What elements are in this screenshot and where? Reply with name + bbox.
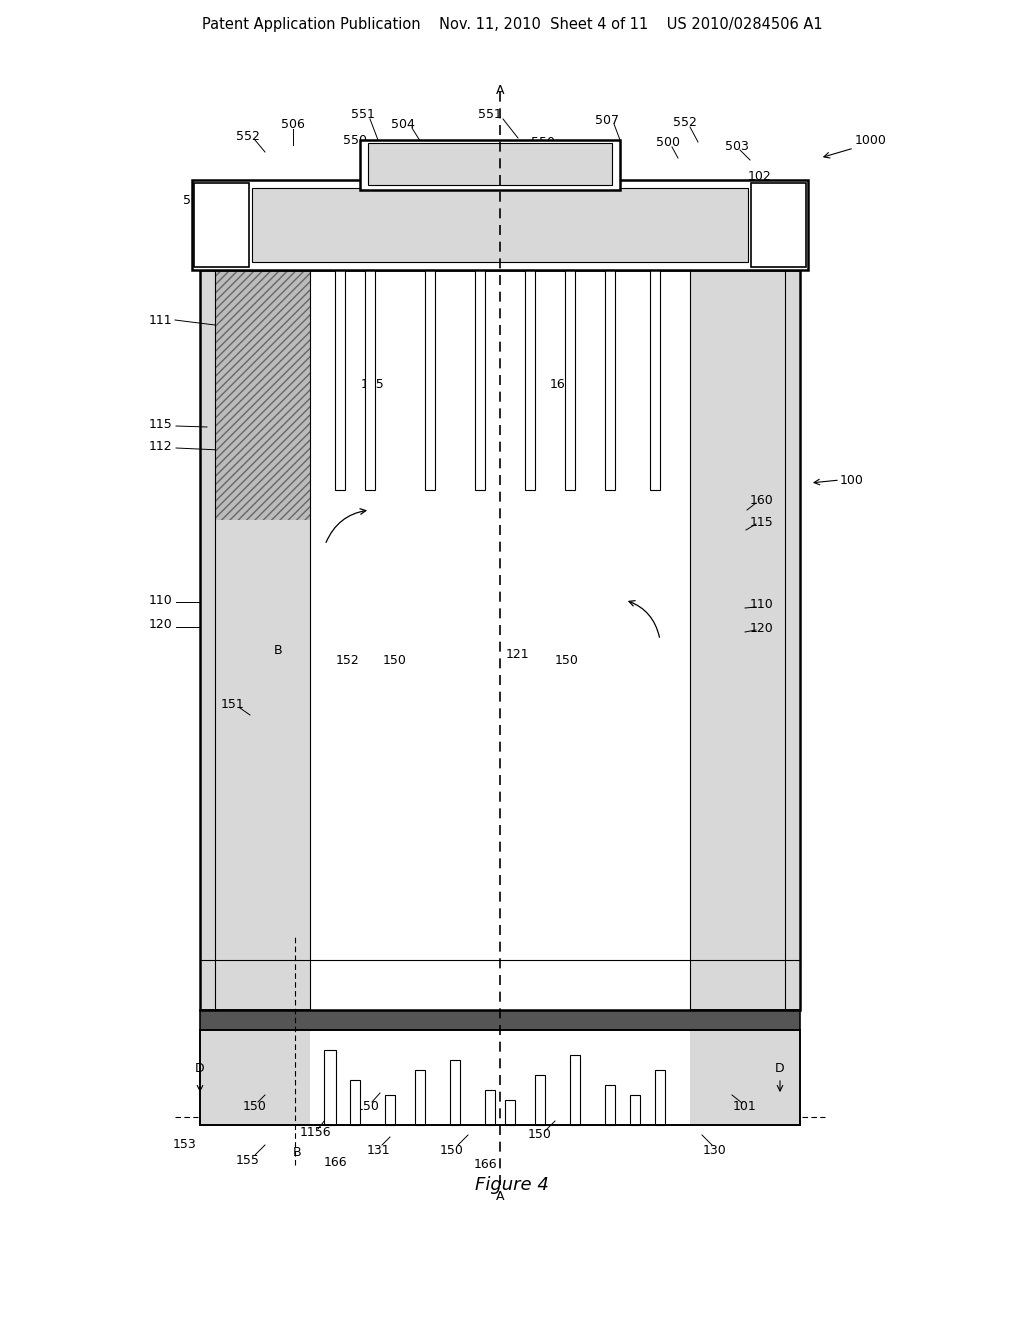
Text: 151: 151 [221,698,245,711]
Text: A: A [496,83,504,96]
Text: 150: 150 [555,653,579,667]
Bar [690,271,800,1010]
Bar [450,1060,460,1125]
Text: Patent Application Publication    Nov. 11, 2010  Sheet 4 of 11    US 2010/028450: Patent Application Publication Nov. 11, … [202,17,822,33]
Text: 507: 507 [595,114,618,127]
Bar [200,1030,800,1125]
Text: 500: 500 [656,136,680,149]
Text: 501: 501 [183,194,207,206]
Text: 112: 112 [148,441,172,454]
Text: A: A [496,1191,504,1204]
Text: 130: 130 [703,1143,727,1156]
Text: 101: 101 [733,1101,757,1114]
Bar [605,1085,615,1125]
Bar [650,271,660,490]
Text: 120: 120 [148,619,172,631]
Bar [425,271,435,490]
Text: 102: 102 [749,170,772,183]
Bar [751,183,806,267]
Bar [535,1074,545,1125]
Bar [350,1080,360,1125]
Text: 155: 155 [237,1154,260,1167]
Text: 552: 552 [237,131,260,144]
Text: 150: 150 [383,653,407,667]
Bar [368,143,612,185]
Bar [215,271,310,520]
Text: 504: 504 [391,119,415,132]
Text: D: D [775,1061,784,1074]
Text: 152: 152 [336,653,359,667]
Bar [200,1010,800,1030]
Bar [605,271,615,490]
Text: 150: 150 [243,1101,267,1114]
Text: 160: 160 [751,494,774,507]
Bar [365,271,375,490]
Text: 131: 131 [367,1143,390,1156]
Bar [193,180,808,271]
Bar [194,183,249,267]
Bar [200,271,800,1010]
Bar [252,187,748,261]
Bar [690,1030,800,1125]
Bar [565,271,575,490]
Text: 121: 121 [505,648,528,661]
Bar [475,271,485,490]
Text: 1156: 1156 [299,1126,331,1139]
Text: 153: 153 [173,1138,197,1151]
Text: 551: 551 [478,108,502,121]
Text: 550: 550 [343,133,367,147]
Text: 115: 115 [148,418,172,432]
Bar [630,1096,640,1125]
Text: 140: 140 [751,203,774,216]
Text: 1000: 1000 [855,133,887,147]
Text: 166: 166 [473,1159,497,1172]
Bar [360,140,620,190]
Bar [193,180,808,271]
Text: B: B [273,644,283,656]
Bar [505,1100,515,1125]
Bar [570,1055,580,1125]
Text: 100: 100 [840,474,864,487]
Text: 165: 165 [361,379,385,392]
Text: 506: 506 [281,119,305,132]
Text: 503: 503 [725,140,749,153]
Bar [324,1049,336,1125]
Bar [200,271,310,1010]
Text: 111: 111 [148,314,172,326]
Text: 550: 550 [531,136,555,149]
Bar [485,1090,495,1125]
Text: 150: 150 [356,1101,380,1114]
Bar [415,1071,425,1125]
Text: D: D [196,1061,205,1074]
Text: 150: 150 [528,1129,552,1142]
Bar [200,1030,800,1125]
Bar [385,1096,395,1125]
Text: 110: 110 [148,594,172,606]
Text: 166: 166 [324,1156,347,1170]
Bar [200,271,800,1010]
Text: 10: 10 [240,458,256,471]
Text: 150: 150 [440,1143,464,1156]
Text: 551: 551 [351,108,375,121]
Bar [525,271,535,490]
Bar [335,271,345,490]
Text: B: B [293,1147,301,1159]
Text: Figure 4: Figure 4 [475,1176,549,1195]
Text: 165: 165 [550,379,573,392]
Bar [200,1030,310,1125]
Bar [655,1071,665,1125]
Text: 110: 110 [751,598,774,611]
Text: 115: 115 [751,516,774,528]
Text: 552: 552 [673,116,697,129]
Text: 505: 505 [750,226,774,239]
Text: 120: 120 [751,622,774,635]
Bar [310,271,690,1010]
